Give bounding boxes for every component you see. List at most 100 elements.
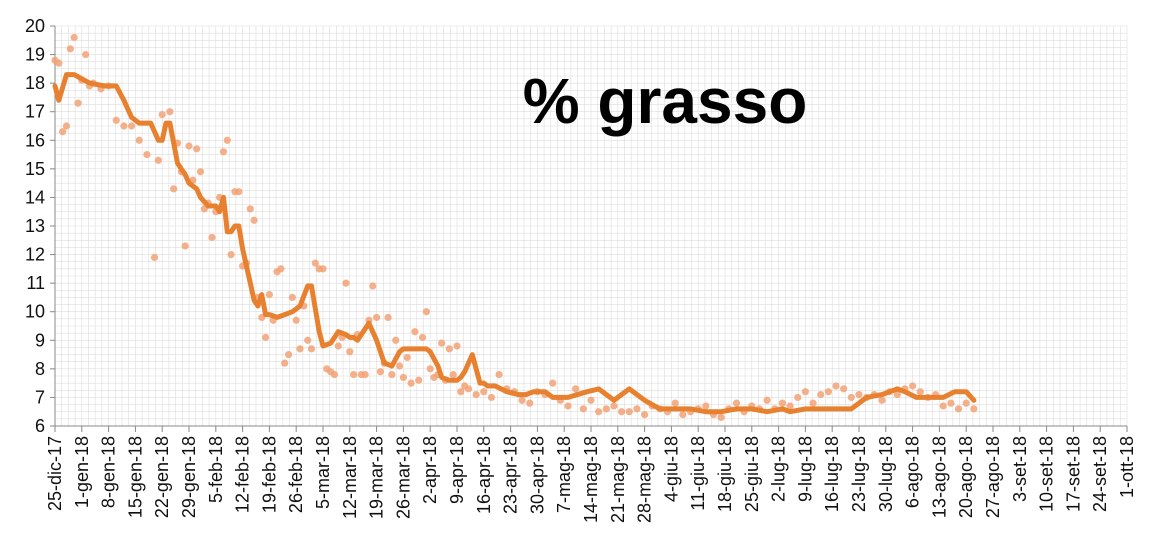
y-tick-label: 10: [25, 302, 45, 322]
data-point: [261, 333, 270, 342]
data-point: [66, 45, 74, 53]
data-point: [284, 350, 293, 359]
x-tick-label: 1-ott-18: [1117, 436, 1137, 498]
data-point: [277, 265, 285, 273]
data-point: [778, 399, 787, 407]
x-tick-label: 10-set-18: [1037, 436, 1057, 512]
x-tick-label: 1-gen-18: [72, 436, 92, 508]
y-tick-label: 12: [25, 245, 45, 265]
data-point: [399, 373, 407, 382]
y-tick-label: 6: [35, 416, 45, 436]
data-point: [702, 402, 710, 410]
x-tick-label: 23-lug-18: [849, 436, 869, 512]
data-point: [962, 399, 970, 407]
x-tick-label: 15-gen-18: [125, 436, 145, 518]
y-tick-labels: 6 7 8 9 10 11 12 13 14 15 16 17 18 19 20: [25, 16, 45, 436]
data-point: [407, 379, 415, 387]
x-tick-label: 9-lug-18: [795, 436, 815, 502]
x-tick-label: 16-apr-18: [474, 436, 494, 514]
data-point: [916, 388, 924, 396]
chart-title: % grasso: [523, 65, 808, 137]
data-point: [840, 385, 848, 393]
data-point: [472, 390, 480, 399]
x-tick-label: 2-lug-18: [769, 436, 789, 502]
data-point: [304, 336, 312, 344]
data-point: [158, 110, 166, 119]
data-point: [832, 382, 840, 390]
data-point: [223, 136, 231, 144]
data-point: [970, 405, 978, 413]
data-point: [70, 33, 78, 42]
data-point: [281, 359, 289, 367]
x-tick-label: 5-feb-18: [206, 436, 226, 503]
data-point: [671, 399, 679, 407]
x-tick-label: 19-feb-18: [259, 436, 279, 513]
data-point: [824, 388, 832, 396]
x-tick-label: 2-apr-18: [420, 436, 440, 504]
x-tick-label: 26-mar-18: [393, 436, 413, 519]
data-point: [373, 313, 381, 322]
data-line: [52, 72, 977, 415]
data-point: [418, 333, 427, 342]
data-point: [185, 142, 193, 150]
data-point: [334, 342, 342, 350]
data-point: [369, 282, 377, 290]
data-point: [618, 408, 626, 416]
x-tick-label: 16-lug-18: [822, 436, 842, 512]
y-tick-label: 9: [35, 330, 45, 350]
data-point: [392, 336, 400, 344]
x-tick-label: 11-giu-18: [688, 436, 708, 511]
x-tick-label: 4-giu-18: [661, 436, 681, 502]
x-tick-label: 21-mag-18: [608, 436, 628, 523]
data-point: [579, 405, 587, 413]
data-point: [893, 390, 901, 399]
data-point: [453, 342, 461, 350]
x-tick-label: 28-mag-18: [635, 436, 655, 523]
x-tick-label: 25-giu-18: [742, 436, 762, 512]
data-point: [307, 345, 316, 353]
y-tick-label: 18: [25, 73, 45, 93]
data-point: [166, 108, 174, 116]
x-tick-label: 23-apr-18: [501, 436, 521, 514]
y-tick-label: 16: [25, 130, 45, 150]
data-point: [679, 410, 687, 419]
data-point: [847, 393, 855, 402]
data-point: [732, 399, 741, 407]
data-point: [426, 365, 434, 373]
x-tick-label: 26-feb-18: [286, 436, 306, 513]
data-point: [112, 116, 120, 124]
x-tick-label: 18-giu-18: [715, 436, 735, 512]
data-point: [361, 370, 369, 379]
data-point: [625, 408, 633, 416]
y-tick-label: 20: [25, 16, 45, 36]
data-point: [457, 388, 465, 396]
data-point: [395, 362, 404, 370]
data-point: [572, 385, 580, 393]
data-point: [449, 370, 457, 379]
x-tick-label: 24-set-18: [1090, 436, 1110, 512]
data-point: [610, 402, 618, 410]
y-tick-label: 14: [25, 187, 45, 207]
x-tick-label: 8-gen-18: [99, 436, 119, 508]
data-point: [346, 348, 354, 356]
data-point: [549, 379, 557, 387]
x-tick-label: 29-gen-18: [179, 436, 199, 518]
data-point: [947, 399, 955, 407]
data-point: [411, 328, 419, 336]
data-point: [143, 150, 151, 159]
data-point: [193, 145, 201, 153]
data-point: [587, 396, 595, 404]
data-point: [59, 128, 67, 136]
data-point: [319, 265, 327, 273]
y-tick-label: 13: [25, 216, 45, 236]
data-point: [154, 156, 162, 164]
x-tick-label: 30-lug-18: [876, 436, 896, 512]
data-point: [120, 122, 128, 130]
data-point: [388, 370, 396, 379]
data-point: [564, 402, 572, 410]
x-tick-label: 30-apr-18: [527, 436, 547, 514]
data-point: [82, 50, 90, 59]
data-point: [415, 376, 423, 384]
data-point: [438, 339, 446, 347]
data-point: [422, 308, 430, 316]
